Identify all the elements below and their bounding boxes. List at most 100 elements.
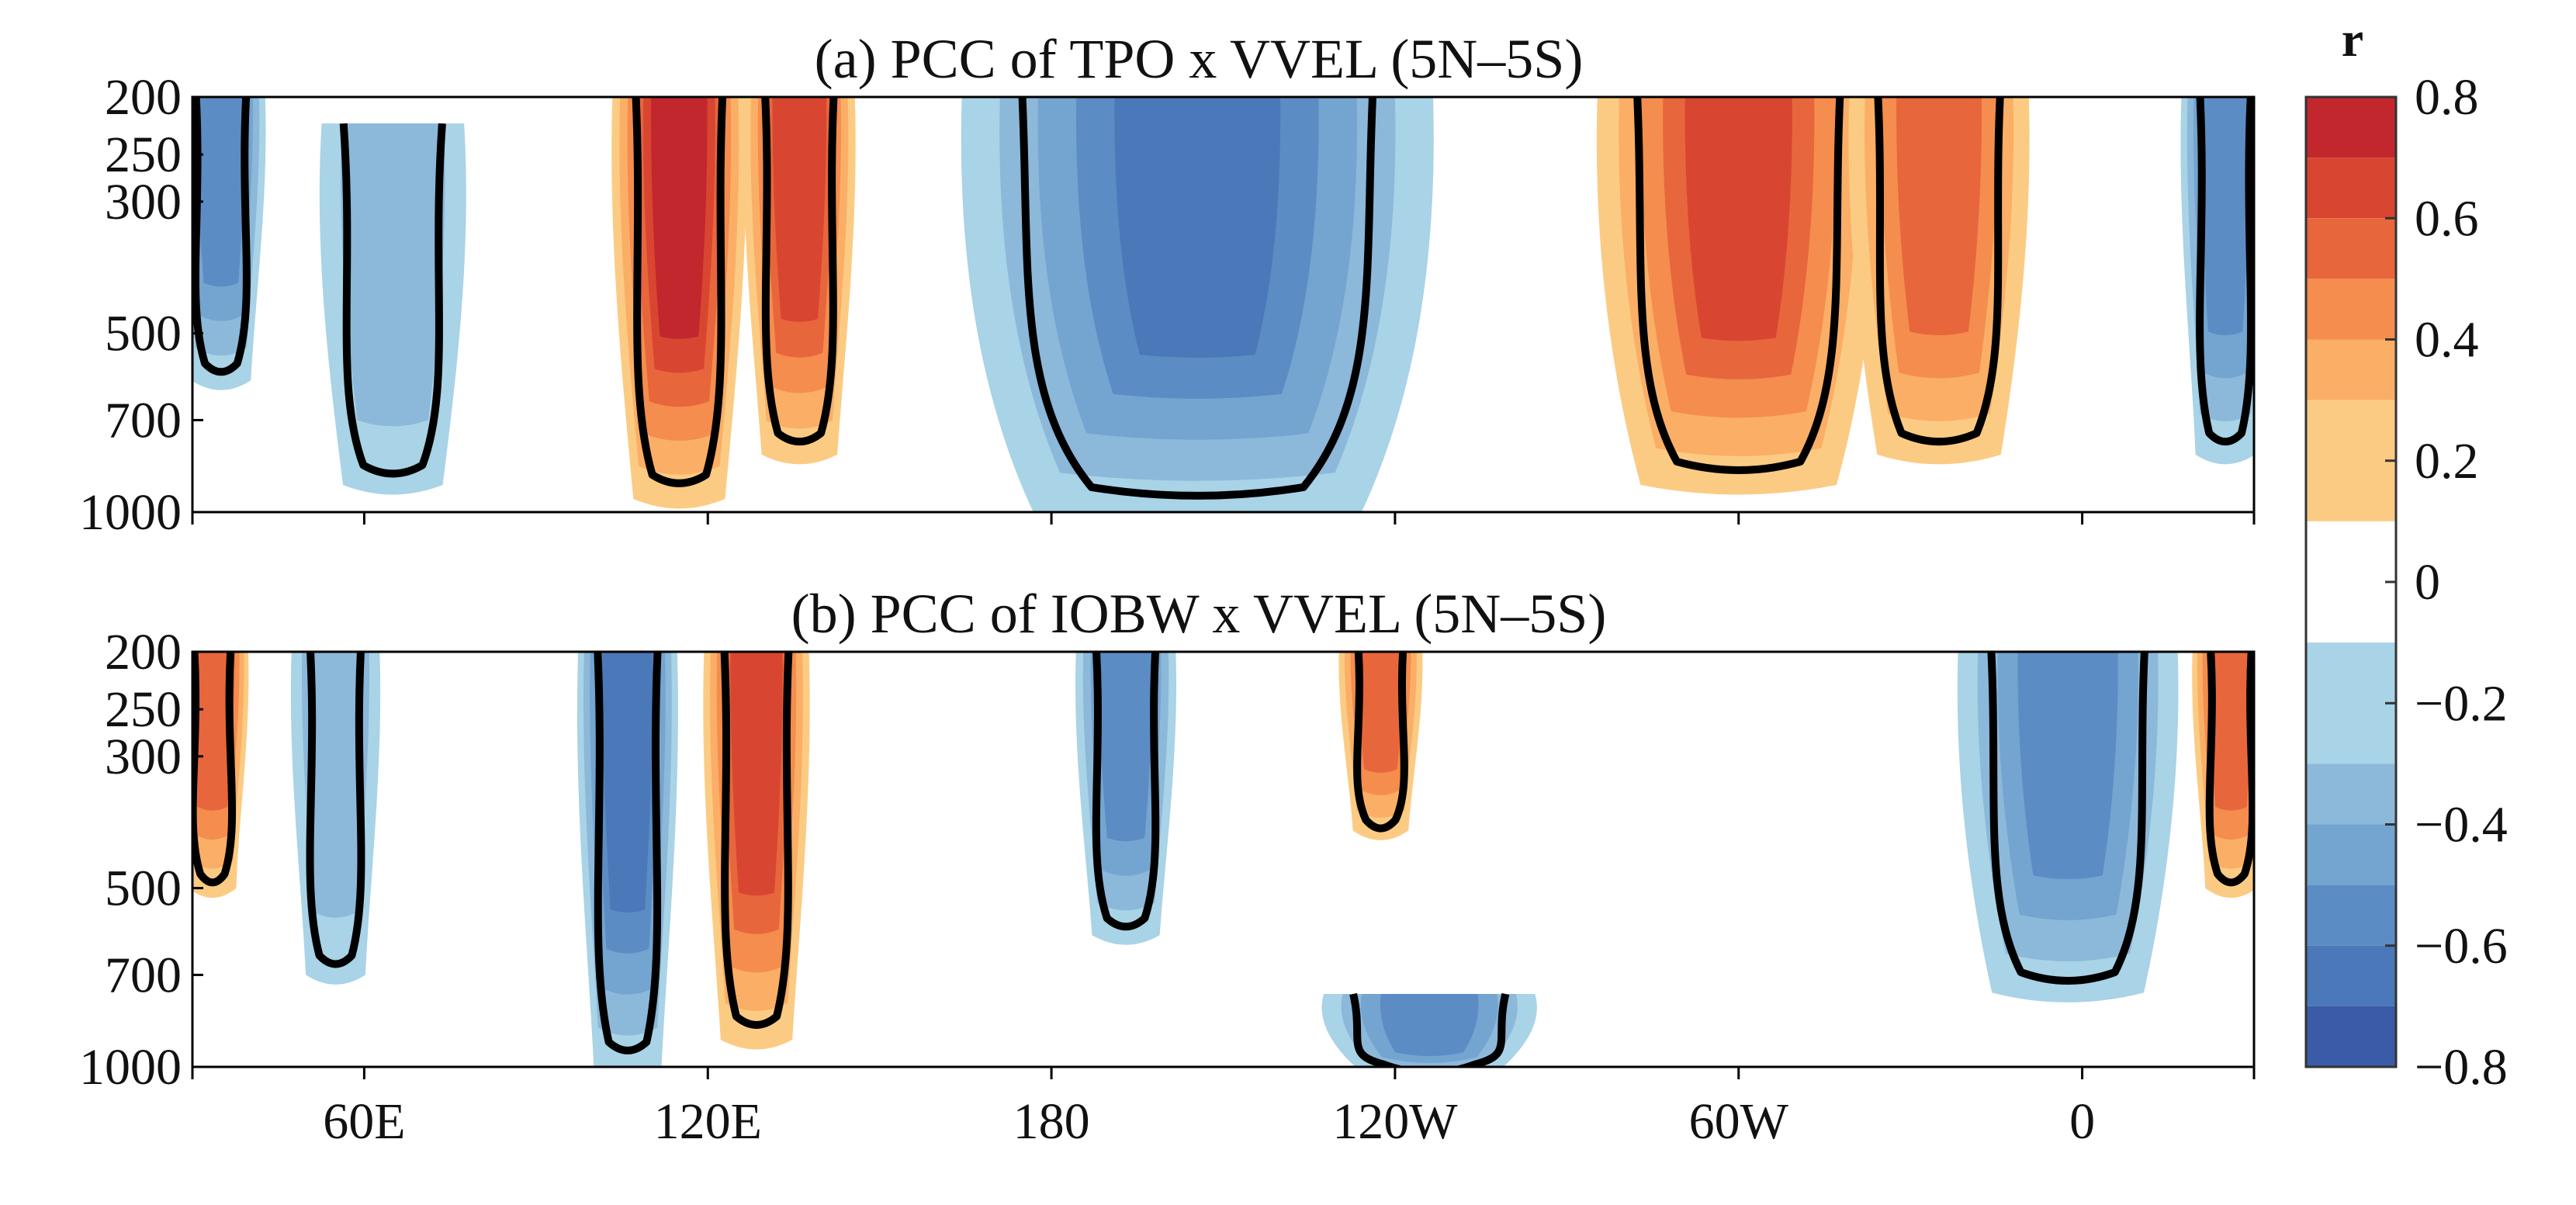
colorbar-band [2306, 764, 2396, 825]
x-tick-label: 60E [323, 1093, 405, 1150]
colorbar-tick-label: −0.6 [2415, 918, 2508, 975]
significance-contour [192, 652, 237, 887]
significance-contour [761, 97, 838, 446]
panel-a-field [192, 97, 2254, 512]
contour-feature [961, 97, 1434, 512]
contour-band [2017, 652, 2118, 880]
y-tick-label: 300 [105, 174, 182, 230]
colorbar-labels: 0.8 0.6 0.4 0.2 0 −0.2 −0.4 −0.6 −0.8 [2385, 69, 2508, 1096]
colorbar-band [2306, 279, 2396, 340]
colorbar-tick-label: −0.8 [2415, 1039, 2508, 1096]
contour-band [302, 652, 369, 918]
colorbar-band [2306, 339, 2396, 400]
contour-band [1098, 652, 1154, 842]
colorbar: r 0.8 0.6 0.4 0.2 0 −0.2 −0.4 −0.6 −0.8 [2304, 12, 2508, 1096]
significance-contour [1353, 652, 1408, 833]
contour-band [730, 652, 783, 896]
colorbar-band [2306, 97, 2396, 158]
contour-band [1114, 97, 1281, 358]
significance-contour [594, 652, 662, 1054]
colorbar-tick-label: 0.4 [2415, 312, 2479, 369]
colorbar-band [2306, 158, 2396, 219]
contour-band [1684, 97, 1792, 341]
colorbar-band [2306, 218, 2396, 279]
significance-contour [2196, 97, 2254, 446]
x-tick-label: 120E [654, 1093, 762, 1150]
colorbar-tick-label: 0.2 [2415, 433, 2479, 490]
contour-feature [576, 652, 678, 1067]
y-tick-label: 500 [105, 306, 182, 362]
panel-b-x-axis: 60E 120E 180 120W 60W 0 [191, 1067, 2256, 1150]
y-tick-label: 700 [105, 947, 182, 1003]
contour-feature [1338, 652, 1423, 840]
colorbar-band [2306, 945, 2396, 1006]
contour-band [192, 652, 235, 811]
contour-band [772, 97, 827, 322]
contour-band [1380, 993, 1479, 1057]
y-tick-label: 1000 [79, 1039, 182, 1096]
contour-band [1356, 652, 1405, 773]
panel-a-x-axis [191, 512, 2256, 525]
contour-feature [611, 97, 747, 509]
significance-contour [339, 123, 446, 478]
y-tick-label: 1000 [79, 484, 182, 541]
colorbar-band [2306, 885, 2396, 946]
colorbar-tick-label: 0.8 [2415, 69, 2479, 126]
colorbar-tick-label: −0.4 [2415, 797, 2508, 854]
contour-feature [192, 652, 249, 898]
significance-contour [1092, 652, 1160, 931]
contour-feature [743, 97, 856, 465]
x-tick-label: 60W [1689, 1093, 1789, 1150]
y-tick-label: 250 [105, 681, 182, 738]
y-tick-label: 250 [105, 126, 182, 183]
colorbar-band [2306, 521, 2396, 643]
significance-contour [1018, 97, 1376, 500]
contour-feature [290, 652, 381, 985]
contour-band [341, 123, 445, 427]
significance-contour [720, 652, 793, 1029]
contour-band [651, 97, 708, 339]
contour-feature [1957, 652, 2179, 1002]
colorbar-band [2306, 1006, 2396, 1067]
contour-band [1896, 97, 1982, 336]
significance-contour [632, 97, 727, 487]
significance-contour [306, 652, 365, 968]
colorbar-tick-label: 0 [2415, 554, 2440, 611]
x-tick-label: 0 [2069, 1093, 2095, 1150]
y-tick-label: 200 [105, 69, 182, 126]
contour-band [2207, 652, 2254, 811]
significance-contour [1349, 992, 1510, 1067]
significance-contour [1633, 97, 1844, 474]
colorbar-tick-label: −0.2 [2415, 675, 2508, 732]
panel-b-title: (b) PCC of IOBW x VVEL (5N–5S) [791, 583, 1607, 645]
panel-b-field [192, 652, 2254, 1067]
colorbar-tick-label: 0.6 [2415, 190, 2479, 247]
panel-b-frame [191, 650, 2256, 1068]
contour-feature [1596, 97, 1881, 495]
contour-feature [192, 97, 266, 390]
colorbar-title: r [2342, 12, 2363, 67]
contour-feature [703, 652, 810, 1050]
contour-band [2200, 97, 2251, 336]
contour-feature [2180, 97, 2254, 465]
panel-b: (b) PCC of IOBW x VVEL (5N–5S) 200250300… [79, 583, 2256, 1150]
x-tick-label: 180 [1013, 1093, 1090, 1150]
x-tick-label: 120W [1332, 1093, 1458, 1150]
panel-a-frame [191, 95, 2256, 514]
significance-contour [1874, 97, 2004, 446]
contour-band [602, 652, 653, 912]
contour-feature [1321, 992, 1537, 1067]
y-tick-label: 700 [105, 392, 182, 448]
colorbar-band [2306, 824, 2396, 885]
contour-feature [1075, 652, 1177, 945]
colorbar-blocks [2306, 97, 2396, 1067]
significance-contour [192, 97, 251, 376]
contour-band [196, 97, 247, 287]
contour-feature [2192, 652, 2254, 898]
contour-feature [1848, 97, 2030, 465]
y-tick-label: 300 [105, 729, 182, 785]
